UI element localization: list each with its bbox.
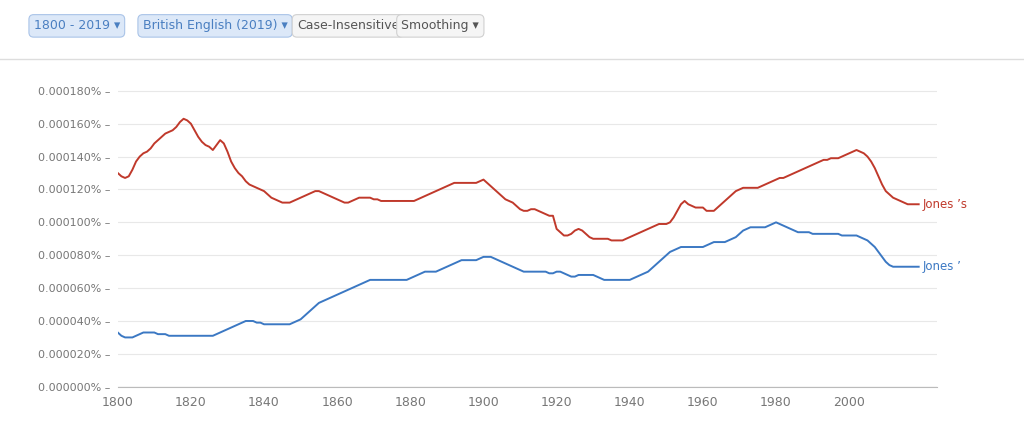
Text: Smoothing ▾: Smoothing ▾ [401, 20, 479, 32]
Text: Jones ’s: Jones ’s [923, 198, 968, 211]
Text: Jones ’: Jones ’ [923, 260, 962, 273]
Text: British English (2019) ▾: British English (2019) ▾ [142, 20, 288, 32]
Text: Case-Insensitive: Case-Insensitive [297, 20, 399, 32]
Text: 1800 - 2019 ▾: 1800 - 2019 ▾ [34, 20, 120, 32]
